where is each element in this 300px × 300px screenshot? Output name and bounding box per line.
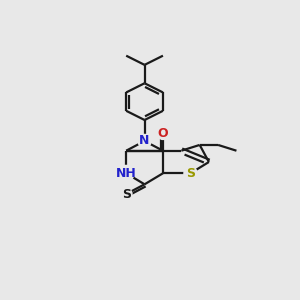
- Text: O: O: [158, 127, 168, 140]
- Circle shape: [138, 134, 151, 148]
- Circle shape: [120, 188, 132, 200]
- Circle shape: [118, 165, 134, 181]
- Text: N: N: [140, 134, 150, 148]
- Text: S: S: [122, 188, 131, 200]
- Circle shape: [184, 167, 197, 180]
- Circle shape: [157, 128, 169, 140]
- Text: S: S: [186, 167, 195, 180]
- Text: NH: NH: [116, 167, 136, 180]
